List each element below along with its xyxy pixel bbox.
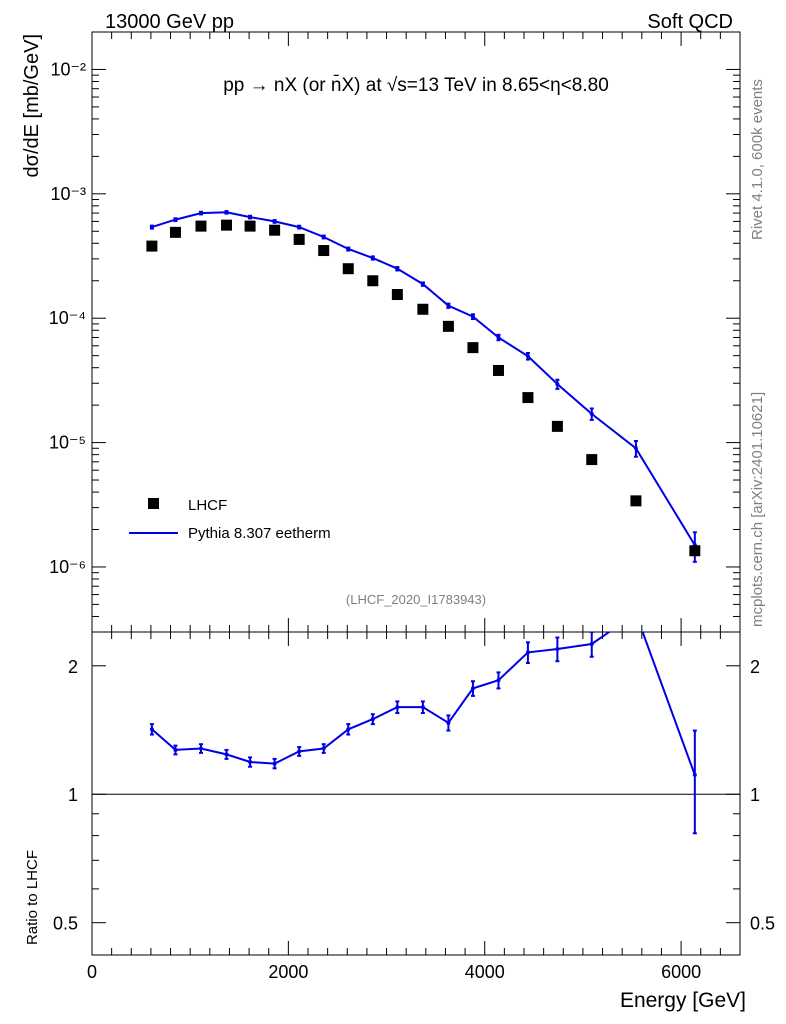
ratio-line <box>151 632 696 776</box>
pythia-point <box>248 215 253 220</box>
legend-pythia-label: Pythia 8.307 eetherm <box>188 525 331 542</box>
pythia-point <box>149 225 154 230</box>
ratio-point <box>395 705 400 710</box>
lhcf-data-point <box>221 219 233 231</box>
legend-lhcf-label: LHCF <box>188 497 227 514</box>
lhcf-data-point <box>522 392 534 404</box>
ratio-plot-frame <box>91 631 741 956</box>
x-tick-label: 6000 <box>661 962 701 982</box>
lhcf-data-point <box>342 263 354 275</box>
pythia-point <box>633 446 638 451</box>
lhcf-data-point <box>391 289 403 301</box>
y-tick-label: 10⁻³ <box>50 184 86 204</box>
lhcf-data-point <box>169 226 181 238</box>
y-tick-label: 10⁻² <box>50 59 86 79</box>
pythia-point <box>470 314 475 319</box>
ratio-y-tick-label-right: 0.5 <box>750 914 775 934</box>
pythia-point <box>272 219 277 224</box>
lhcf-data-point <box>417 303 429 315</box>
y-tick-label: 10⁻⁵ <box>49 433 86 453</box>
pythia-point <box>321 234 326 239</box>
lhcf-data-point <box>293 233 305 245</box>
ratio-point <box>555 646 560 651</box>
x-tick-label: 0 <box>87 962 97 982</box>
pythia-line <box>151 211 696 546</box>
lhcf-data-point <box>442 320 454 332</box>
lhcf-data-point <box>195 220 207 232</box>
analysis-id: (LHCF_2020_I1783943) <box>346 592 486 607</box>
ratio-series-group <box>149 612 697 835</box>
ratio-y-tick-label-right: 1 <box>750 785 760 805</box>
ratio-point <box>470 686 475 691</box>
ratio-point <box>173 747 178 752</box>
ratio-point <box>692 772 697 777</box>
pythia-point <box>297 225 302 230</box>
lhcf-data-point <box>492 364 504 376</box>
ratio-y-tick-label: 2 <box>68 657 78 677</box>
y-axis-title: dσ/dE [mb/GeV] <box>21 34 43 178</box>
y-tick-label: 10⁻⁶ <box>49 557 86 577</box>
ratio-point <box>149 727 154 732</box>
main-plot-frame <box>91 31 741 633</box>
ratio-point <box>297 749 302 754</box>
pythia-point <box>198 211 203 216</box>
legend-lhcf-marker <box>148 498 159 509</box>
x-axis-title: Energy [GeV] <box>620 989 746 1012</box>
lhcf-data-point <box>318 245 330 257</box>
pythia-point <box>395 266 400 271</box>
ratio-y-tick-label: 1 <box>68 785 78 805</box>
mcplots-reference-label: mcplots.cern.ch [arXiv:2401.10621] <box>749 392 766 627</box>
ratio-point <box>321 746 326 751</box>
pythia-point <box>589 411 594 416</box>
process-label: Soft QCD <box>647 11 733 33</box>
x-tick-label: 2000 <box>268 962 308 982</box>
ratio-point <box>248 760 253 765</box>
lhcf-data-point <box>146 240 158 252</box>
pythia-point <box>224 210 229 215</box>
lhcf-data-point <box>630 495 642 507</box>
ratio-point <box>496 678 501 683</box>
ratio-point <box>224 752 229 757</box>
ratio-point <box>370 717 375 722</box>
lhcf-data-point <box>689 545 701 557</box>
ratio-point <box>420 705 425 710</box>
pythia-point <box>420 282 425 287</box>
lhcf-data-point <box>467 342 479 354</box>
rivet-version-label: Rivet 4.1.0, 600k events <box>749 79 766 240</box>
lhcf-data-point <box>367 275 379 287</box>
lhcf-data-point <box>244 220 256 232</box>
lhcf-data-point <box>551 420 563 432</box>
pythia-point <box>496 335 501 340</box>
ratio-point <box>634 612 638 616</box>
ratio-point <box>272 761 277 766</box>
y-tick-label: 10⁻⁴ <box>49 308 86 328</box>
ratio-point <box>198 746 203 751</box>
lhcf-data-point <box>269 224 281 236</box>
lhcf-data-point <box>586 454 598 466</box>
ratio-y-tick-label-right: 2 <box>750 657 760 677</box>
ratio-point <box>446 720 451 725</box>
ratio-point <box>589 641 594 646</box>
pythia-point <box>555 382 560 387</box>
pythia-point <box>346 247 351 252</box>
chart-title: pp → nX (or n̄X) at √s=13 TeV in 8.65<η<… <box>223 75 609 96</box>
ratio-point <box>525 650 530 655</box>
x-tick-label: 4000 <box>465 962 505 982</box>
pythia-point <box>370 255 375 260</box>
pythia-point <box>525 354 530 359</box>
pythia-point <box>446 303 451 308</box>
ratio-point <box>346 727 351 732</box>
pythia-point <box>173 217 178 222</box>
ratio-y-tick-label: 0.5 <box>53 914 78 934</box>
ratio-y-axis-title: Ratio to LHCF <box>24 850 41 945</box>
energy-label: 13000 GeV pp <box>105 11 234 33</box>
